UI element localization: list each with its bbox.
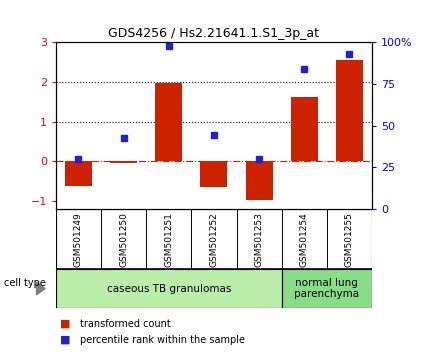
Text: GSM501253: GSM501253: [255, 212, 264, 267]
Text: GSM501250: GSM501250: [119, 212, 128, 267]
Text: GSM501249: GSM501249: [74, 212, 83, 267]
Text: cell type: cell type: [4, 278, 46, 288]
Bar: [282, 269, 372, 308]
Text: caseous TB granulomas: caseous TB granulomas: [107, 284, 231, 293]
Title: GDS4256 / Hs2.21641.1.S1_3p_at: GDS4256 / Hs2.21641.1.S1_3p_at: [108, 27, 319, 40]
Bar: [246, 161, 273, 200]
Text: transformed count: transformed count: [80, 319, 170, 329]
Text: normal lung
parenchyma: normal lung parenchyma: [294, 278, 359, 299]
Bar: [155, 83, 182, 161]
Text: ■: ■: [60, 319, 71, 329]
Bar: [336, 60, 363, 161]
Text: GSM501255: GSM501255: [345, 212, 354, 267]
Text: percentile rank within the sample: percentile rank within the sample: [80, 335, 245, 345]
Text: GSM501254: GSM501254: [300, 212, 309, 267]
Text: GSM501251: GSM501251: [164, 212, 173, 267]
Text: ■: ■: [60, 335, 71, 345]
Bar: [56, 269, 282, 308]
Bar: [291, 97, 318, 161]
Bar: [65, 161, 92, 186]
Bar: [110, 161, 137, 163]
Bar: [200, 161, 227, 187]
Text: GSM501252: GSM501252: [209, 212, 218, 267]
